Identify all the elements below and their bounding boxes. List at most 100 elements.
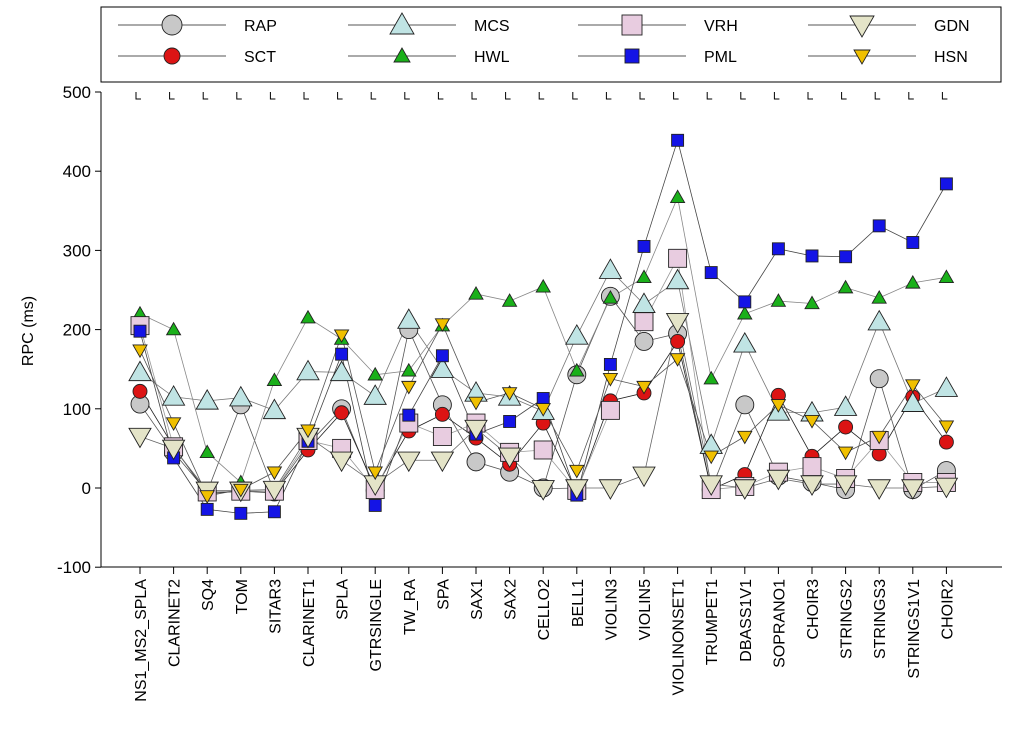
data-point [501,387,518,401]
x-tick-label: CLARINET1 [301,579,318,667]
top-tick [773,92,780,100]
data-point [536,392,550,405]
legend-label: SCT [244,49,276,66]
top-tick [505,92,511,100]
legend-label: MCS [474,18,510,35]
data-point [300,424,316,439]
data-point [329,360,354,382]
top-tick [202,92,209,100]
x-tick-label: SPA [435,579,452,610]
data-point [770,399,787,413]
data-point [934,477,959,499]
data-point [867,309,891,331]
data-point [804,295,820,310]
data-point [906,236,920,249]
top-tick [538,92,545,100]
data-point [497,447,522,469]
data-point [802,457,822,477]
data-point [434,318,451,332]
x-tick-label: SAX2 [503,579,520,620]
data-point [669,353,686,367]
data-point [402,408,416,422]
data-point [602,290,619,304]
data-point [934,376,959,397]
data-point [939,177,953,191]
x-tick-label: SAX1 [469,579,486,620]
data-point [233,483,249,498]
data-point [333,329,350,344]
data-point [839,250,853,264]
legend-marker [621,14,643,36]
data-point [669,189,686,204]
data-point [770,293,787,307]
data-point [468,396,484,411]
data-point [636,269,652,284]
data-point [161,439,186,461]
data-point [435,349,449,363]
data-point [632,466,656,488]
top-tick [404,92,410,100]
data-point [266,372,283,386]
data-point [704,266,718,280]
data-point [598,258,623,279]
data-point [804,414,820,429]
data-point [733,331,757,353]
data-point [901,391,925,412]
data-point [905,274,921,289]
legend-label: VRH [704,18,738,35]
data-point [869,369,889,389]
data-point [665,268,690,290]
data-point [397,451,421,473]
y-tick-label: 400 [63,162,91,181]
legend-marker [389,12,415,35]
data-point [533,440,553,460]
data-point [432,427,452,446]
data-point [367,466,383,481]
data-point [837,279,854,294]
top-tick [706,92,713,100]
legend-label: GDN [934,18,970,35]
data-point [401,380,417,395]
legend-marker [849,15,875,38]
data-point [871,430,887,445]
legend-marker [624,48,640,64]
data-point [195,388,219,410]
data-point [565,324,589,345]
legend-marker [853,49,871,65]
x-tick-label: GTRSINGLE [368,579,385,671]
data-point [833,395,858,416]
top-tick [269,92,276,100]
x-tick-label: CLARINET2 [167,579,184,667]
data-point [266,466,283,481]
data-point [165,417,182,431]
data-point [938,420,955,435]
data-point [565,479,589,500]
top-tick [471,92,477,100]
markers-gdn [128,312,959,503]
data-point [737,430,753,445]
x-tick-label: STRINGS2 [839,579,856,659]
top-tick [169,92,175,100]
data-point [637,239,651,253]
x-tick-label: TRUMPET1 [704,579,721,665]
data-point [296,359,320,381]
legend-marker [163,47,181,65]
data-point [905,379,921,393]
data-point [128,360,152,382]
x-tick-label: SQ4 [200,579,217,611]
data-point [165,321,182,336]
markers-hsn [132,318,955,504]
data-point [569,464,585,479]
data-point [569,362,585,377]
data-point [703,450,719,465]
data-point [636,380,652,395]
data-point [397,308,421,329]
legend: RAP SCT MCS HWL VRH PML GDN HSN [100,6,1002,83]
top-tick [908,92,914,100]
data-point [938,434,954,450]
data-point [430,451,455,473]
x-tick-label: CELLO2 [536,579,553,640]
data-point [132,344,148,359]
data-point [329,451,354,473]
